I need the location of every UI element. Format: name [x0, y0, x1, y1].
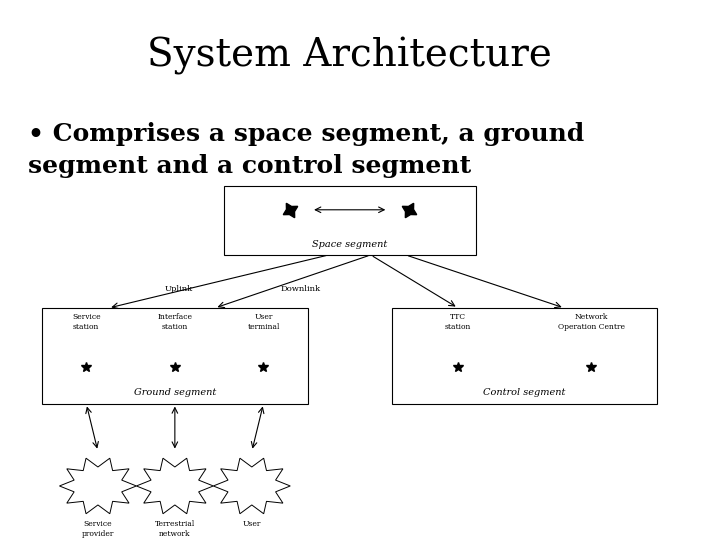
Text: Network
Operation Centre: Network Operation Centre [557, 313, 624, 330]
Text: Terrestrial
network: Terrestrial network [155, 521, 195, 538]
FancyBboxPatch shape [224, 186, 476, 255]
Polygon shape [136, 458, 213, 514]
Text: System Architecture: System Architecture [148, 37, 552, 75]
Text: Service
provider: Service provider [82, 521, 114, 538]
Polygon shape [60, 458, 136, 514]
Polygon shape [213, 458, 290, 514]
Text: User: User [243, 521, 261, 529]
FancyBboxPatch shape [392, 308, 657, 403]
Text: Control segment: Control segment [483, 388, 566, 397]
Text: Interface
station: Interface station [158, 313, 192, 330]
Text: • Comprises a space segment, a ground
segment and a control segment: • Comprises a space segment, a ground se… [28, 122, 584, 178]
Text: Ground segment: Ground segment [134, 388, 216, 397]
FancyBboxPatch shape [42, 308, 307, 403]
Text: TTC
station: TTC station [445, 313, 472, 330]
Text: Downlink: Downlink [281, 286, 321, 293]
Text: Uplink: Uplink [164, 286, 192, 293]
Text: Space segment: Space segment [312, 240, 387, 248]
Text: User
terminal: User terminal [247, 313, 279, 330]
Text: Service
station: Service station [72, 313, 101, 330]
